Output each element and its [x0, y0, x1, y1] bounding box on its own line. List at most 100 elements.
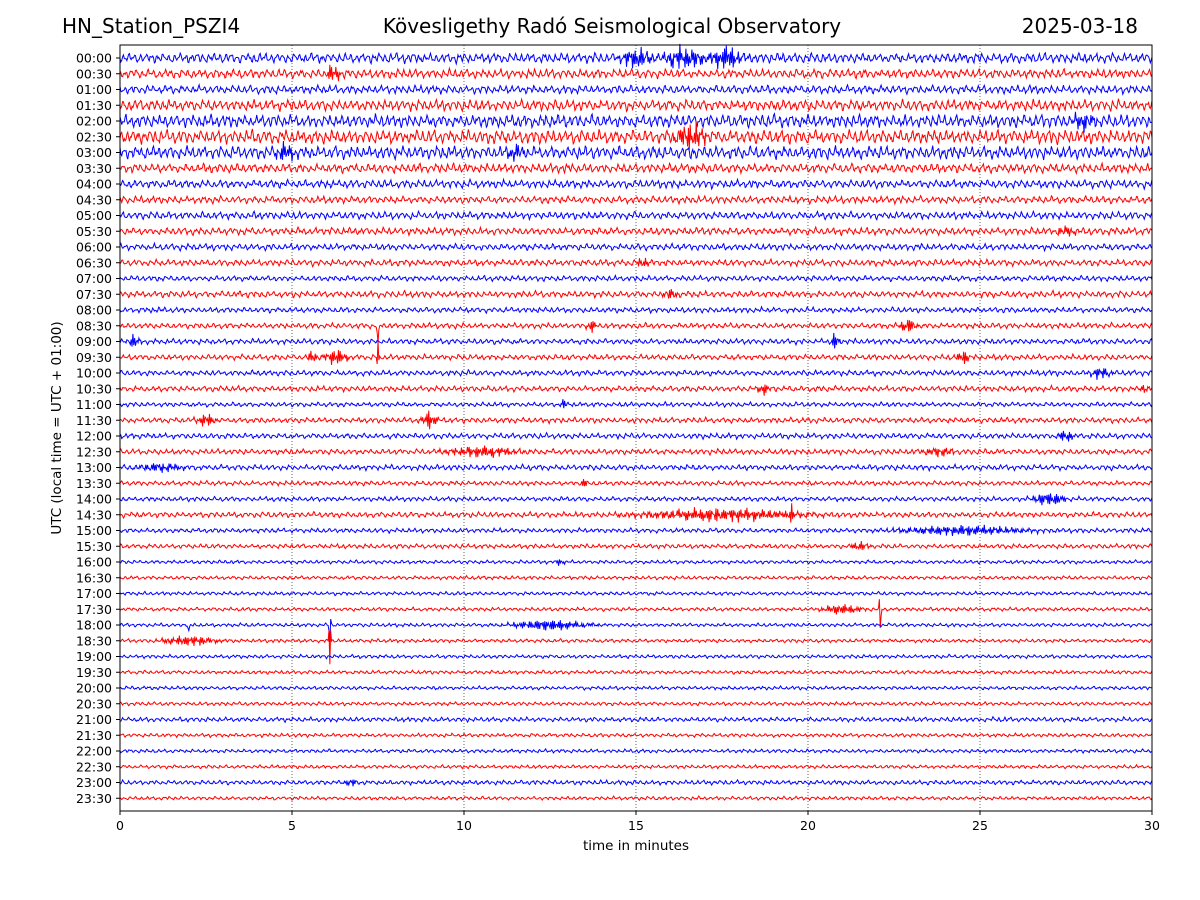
row-time-label: 07:00: [76, 271, 112, 286]
trace-0830: [119, 319, 1153, 343]
trace-1330: [119, 479, 1153, 488]
trace-2130: [119, 732, 1153, 739]
trace-0330: [119, 161, 1153, 176]
row-time-label: 17:30: [76, 602, 112, 617]
row-time-label: 13:00: [76, 460, 112, 475]
row-time-label: 19:00: [76, 649, 112, 664]
row-time-label: 01:00: [76, 82, 112, 97]
x-tick-label: 0: [116, 818, 124, 833]
observatory-title: Kövesligethy Radó Seismological Observat…: [382, 14, 842, 38]
trace-1830: [119, 630, 1153, 665]
x-axis-label: time in minutes: [583, 838, 689, 854]
trace-2030: [119, 700, 1153, 707]
row-time-label: 10:30: [76, 381, 112, 396]
x-tick-label: 5: [288, 818, 296, 833]
trace-1630: [119, 574, 1153, 581]
trace-0800: [119, 305, 1153, 315]
row-time-label: 20:00: [76, 681, 112, 696]
row-time-label: 00:30: [76, 66, 112, 81]
row-time-label: 05:00: [76, 208, 112, 223]
row-time-label: 06:00: [76, 240, 112, 255]
y-axis-ticks: 00:0000:3001:0001:3002:0002:3003:0003:30…: [76, 51, 120, 806]
trace-1600: [119, 558, 1153, 566]
row-time-label: 04:00: [76, 177, 112, 192]
row-time-label: 13:30: [76, 476, 112, 491]
x-tick-label: 15: [628, 818, 644, 833]
trace-2000: [119, 685, 1153, 692]
row-time-label: 17:00: [76, 586, 112, 601]
row-time-label: 10:00: [76, 366, 112, 381]
row-time-label: 18:00: [76, 618, 112, 633]
row-time-label: 09:00: [76, 334, 112, 349]
trace-2330: [119, 795, 1153, 802]
row-time-label: 11:00: [76, 397, 112, 412]
trace-1930: [119, 669, 1153, 676]
row-time-label: 02:00: [76, 114, 112, 129]
y-axis-label: UTC (local time = UTC + 01:00): [49, 321, 65, 534]
row-time-label: 07:30: [76, 287, 112, 302]
trace-1030: [119, 384, 1153, 396]
trace-0430: [119, 194, 1153, 206]
row-time-label: 16:30: [76, 570, 112, 585]
row-time-label: 14:30: [76, 507, 112, 522]
trace-1700: [119, 590, 1153, 597]
row-time-label: 21:00: [76, 712, 112, 727]
trace-0600: [119, 241, 1153, 253]
trace-0100: [119, 83, 1153, 96]
row-time-label: 09:30: [76, 350, 112, 365]
row-time-label: 18:30: [76, 633, 112, 648]
trace-1430: [119, 503, 1153, 523]
row-time-label: 15:00: [76, 523, 112, 538]
trace-1530: [119, 541, 1153, 551]
row-time-label: 03:30: [76, 161, 112, 176]
row-time-label: 08:00: [76, 303, 112, 318]
trace-0500: [119, 209, 1153, 222]
trace-2230: [119, 763, 1153, 770]
row-time-label: 08:30: [76, 318, 112, 333]
trace-1200: [119, 430, 1153, 442]
trace-0030: [119, 64, 1153, 82]
trace-0400: [119, 177, 1153, 191]
trace-0530: [119, 225, 1153, 237]
seismogram-traces: [119, 43, 1153, 802]
trace-0700: [119, 273, 1153, 283]
chart-date: 2025-03-18: [1021, 14, 1138, 38]
row-time-label: 04:30: [76, 192, 112, 207]
row-time-label: 12:00: [76, 429, 112, 444]
station-name: HN_Station_PSZI4: [62, 14, 241, 38]
row-time-label: 14:00: [76, 492, 112, 507]
row-time-label: 15:30: [76, 539, 112, 554]
row-time-label: 20:30: [76, 696, 112, 711]
trace-0630: [119, 257, 1153, 268]
row-time-label: 11:30: [76, 413, 112, 428]
trace-0200: [119, 111, 1153, 133]
x-tick-label: 25: [972, 818, 988, 833]
row-time-label: 22:00: [76, 744, 112, 759]
row-time-label: 21:30: [76, 728, 112, 743]
row-time-label: 06:30: [76, 255, 112, 270]
x-tick-label: 20: [800, 818, 816, 833]
trace-0230: [119, 121, 1153, 150]
trace-1130: [119, 410, 1153, 430]
trace-2100: [119, 715, 1153, 724]
row-time-label: 01:30: [76, 98, 112, 113]
row-time-label: 22:30: [76, 759, 112, 774]
row-time-label: 23:30: [76, 791, 112, 806]
trace-0000: [119, 43, 1153, 70]
trace-0300: [119, 141, 1153, 162]
trace-1730: [119, 599, 1153, 629]
trace-2300: [119, 778, 1153, 787]
row-time-label: 19:30: [76, 665, 112, 680]
trace-0900: [119, 332, 1153, 349]
x-tick-label: 10: [456, 818, 472, 833]
trace-1100: [119, 399, 1153, 409]
row-time-label: 05:30: [76, 224, 112, 239]
trace-1500: [119, 524, 1153, 537]
x-tick-label: 30: [1144, 818, 1160, 833]
trace-1400: [119, 493, 1153, 506]
trace-0930: [119, 340, 1153, 366]
x-axis-ticks: 0 5 10 15 20 25 30: [116, 811, 1160, 833]
trace-1800: [119, 618, 1153, 643]
trace-1300: [119, 462, 1153, 473]
